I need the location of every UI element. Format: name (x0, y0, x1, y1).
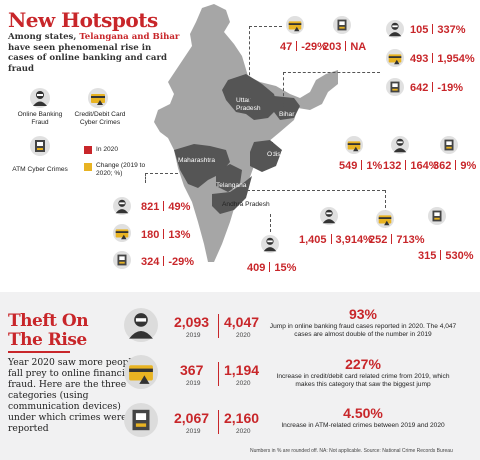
legend-online-banking: Online Banking Fraud (17, 111, 63, 126)
legend-atm: ATM Cyber Crimes (12, 166, 68, 173)
label-telangana: Telangana (216, 182, 247, 189)
connector-maha (145, 173, 178, 174)
stat-bihar-online: 105 337% (410, 24, 466, 36)
subtitle-highlight: Telangana and Bihar (79, 32, 180, 42)
connector-odisha (272, 142, 273, 156)
rise-pct-online: 93% (348, 306, 378, 322)
atm-icon (386, 78, 404, 96)
stat-tel-card: 252 713% (369, 234, 425, 246)
connector-ap (270, 214, 271, 232)
hacker-icon (386, 20, 404, 38)
stat-ap-online: 409 15% (247, 262, 297, 274)
rise-title: Theft On The Rise (8, 311, 89, 350)
hacker-icon (113, 197, 131, 215)
map-landmass (154, 4, 338, 262)
card-warning-icon (286, 16, 304, 34)
map-andhra-pradesh (212, 176, 252, 214)
label-bihar: Bihar (279, 111, 295, 118)
label-maharashtra: Maharashtra (178, 157, 216, 164)
stat-tel-atm: 315 530% (418, 250, 474, 262)
page-title: New Hotspots (8, 8, 158, 32)
card-warning-icon (124, 355, 158, 389)
legend-in2020: In 2020 (96, 146, 118, 153)
card-warning-icon (386, 49, 404, 67)
hacker-icon (124, 308, 158, 342)
label-odisha: Odisha (267, 151, 288, 158)
card-warning-icon (113, 224, 131, 242)
atm-icon (428, 207, 446, 225)
label-uttar-pradesh: Uttar Pradesh (236, 97, 261, 112)
rise-pct-atm: 4.50% (343, 405, 383, 421)
connector-maha-v (145, 173, 146, 183)
stat-tel-online: 1,405 3,914% (299, 234, 373, 246)
stat-up-atm: 203 NA (323, 41, 367, 53)
connector-up-h (249, 26, 282, 27)
legend-change: Change (2019 to 2020; %) (96, 162, 146, 177)
connector-telangana (237, 190, 385, 191)
atm-icon (30, 136, 50, 156)
hacker-icon (261, 235, 279, 253)
map-telangana (216, 164, 242, 192)
stat-maha-card: 180 13% (141, 229, 191, 241)
label-andhra-pradesh: Andhra Pradesh (222, 201, 270, 208)
rise-desc-online: Jump in online banking fraud cases repor… (269, 323, 457, 339)
map-odisha (250, 140, 282, 172)
hacker-icon (30, 88, 50, 108)
hacker-icon (320, 207, 338, 225)
atm-icon (124, 403, 158, 437)
swatch-in2020 (84, 146, 92, 154)
connector-bihar-v (283, 72, 284, 112)
rise-divider (8, 351, 70, 353)
legend-card: Credit/Debit Card Cyber Crimes (74, 111, 126, 126)
rise-desc-card: Increase in credit/debit card related cr… (276, 373, 450, 389)
rise-panel (0, 292, 480, 460)
rise-text: Year 2020 saw more people fall prey to o… (8, 357, 137, 434)
subtitle: Among states, Telangana and Bihar have s… (8, 32, 180, 74)
stat-up-card: 47 -29% (280, 41, 327, 53)
footnote: Numbers in % are rounded off. NA: Not ap… (250, 448, 453, 454)
connector-up (249, 26, 250, 106)
swatch-change (84, 163, 92, 171)
map-maharashtra (174, 144, 230, 188)
india-map (154, 4, 338, 262)
hacker-icon (391, 136, 409, 154)
stat-odisha-online: 132 164% (383, 160, 439, 172)
card-warning-icon (88, 88, 108, 108)
stat-bihar-atm: 642 -19% (410, 82, 464, 94)
map-uttar-pradesh (222, 74, 278, 120)
atm-icon (113, 251, 131, 269)
atm-icon (333, 16, 351, 34)
card-warning-icon (376, 210, 394, 228)
connector-bihar (283, 72, 380, 73)
map-bihar (274, 96, 300, 120)
stat-bihar-card: 493 1,954% (410, 53, 475, 65)
card-warning-icon (345, 136, 363, 154)
stat-maha-atm: 324 -29% (141, 256, 195, 268)
rise-desc-atm: Increase in ATM-related crimes between 2… (281, 422, 445, 429)
stat-odisha-card: 549 1% (339, 160, 383, 172)
stat-odisha-atm: 362 9% (433, 160, 477, 172)
rise-pct-card: 227% (345, 356, 381, 372)
connector-telangana-v (385, 190, 386, 228)
atm-icon (440, 136, 458, 154)
stat-maha-online: 821 49% (141, 201, 191, 213)
